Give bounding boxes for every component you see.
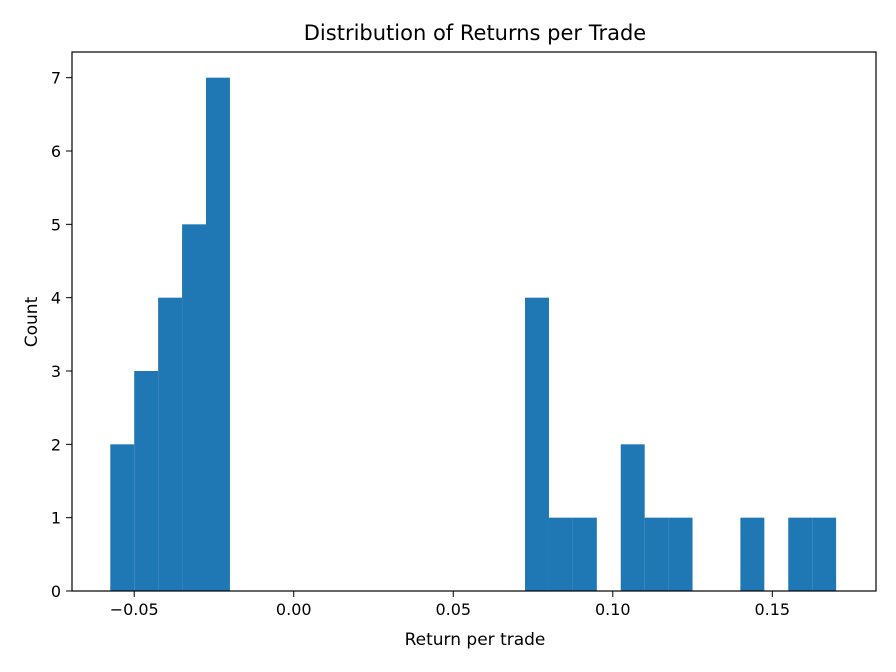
x-axis-ticks: −0.05 0.00 0.05 0.10 0.15 [110,591,790,619]
histogram-bar-11 [740,517,765,591]
y-tick-label-2: 2 [51,435,61,454]
histogram-bar-5 [525,297,549,591]
y-tick-label-7: 7 [51,69,61,88]
histogram-bar-10 [668,517,693,591]
y-axis-ticks: 0 1 2 3 4 5 6 7 [51,69,72,601]
y-axis-label: Count [22,296,42,347]
x-tick-label-2: 0.05 [435,600,471,619]
histogram-bar-2 [158,297,183,591]
y-tick-label-4: 4 [51,289,61,308]
x-tick-label-0: −0.05 [110,600,159,619]
x-axis-label: Return per trade [405,630,546,650]
y-tick-label-3: 3 [51,362,61,381]
y-tick-label-1: 1 [51,509,61,528]
histogram-bar-9 [644,517,669,591]
plot-frame [71,51,877,592]
x-tick-label-4: 0.15 [754,600,790,619]
x-tick-label-3: 0.10 [595,600,631,619]
histogram-bar-8 [620,444,645,591]
histogram-bar-13 [812,517,837,591]
histogram-bar-4 [206,77,230,591]
y-tick-label-6: 6 [51,142,61,161]
chart-title: Distribution of Returns per Trade [304,21,646,45]
x-tick-label-1: 0.00 [276,600,312,619]
histogram-bar-3 [182,224,206,592]
y-tick-label-5: 5 [51,215,61,234]
histogram-bar-12 [788,517,813,591]
histogram-bar-7 [572,517,597,591]
y-tick-label-0: 0 [51,582,61,601]
histogram-bar-0 [110,444,135,591]
bars-group [110,77,837,592]
histogram-bar-1 [134,371,159,591]
histogram-bar-6 [548,517,573,591]
